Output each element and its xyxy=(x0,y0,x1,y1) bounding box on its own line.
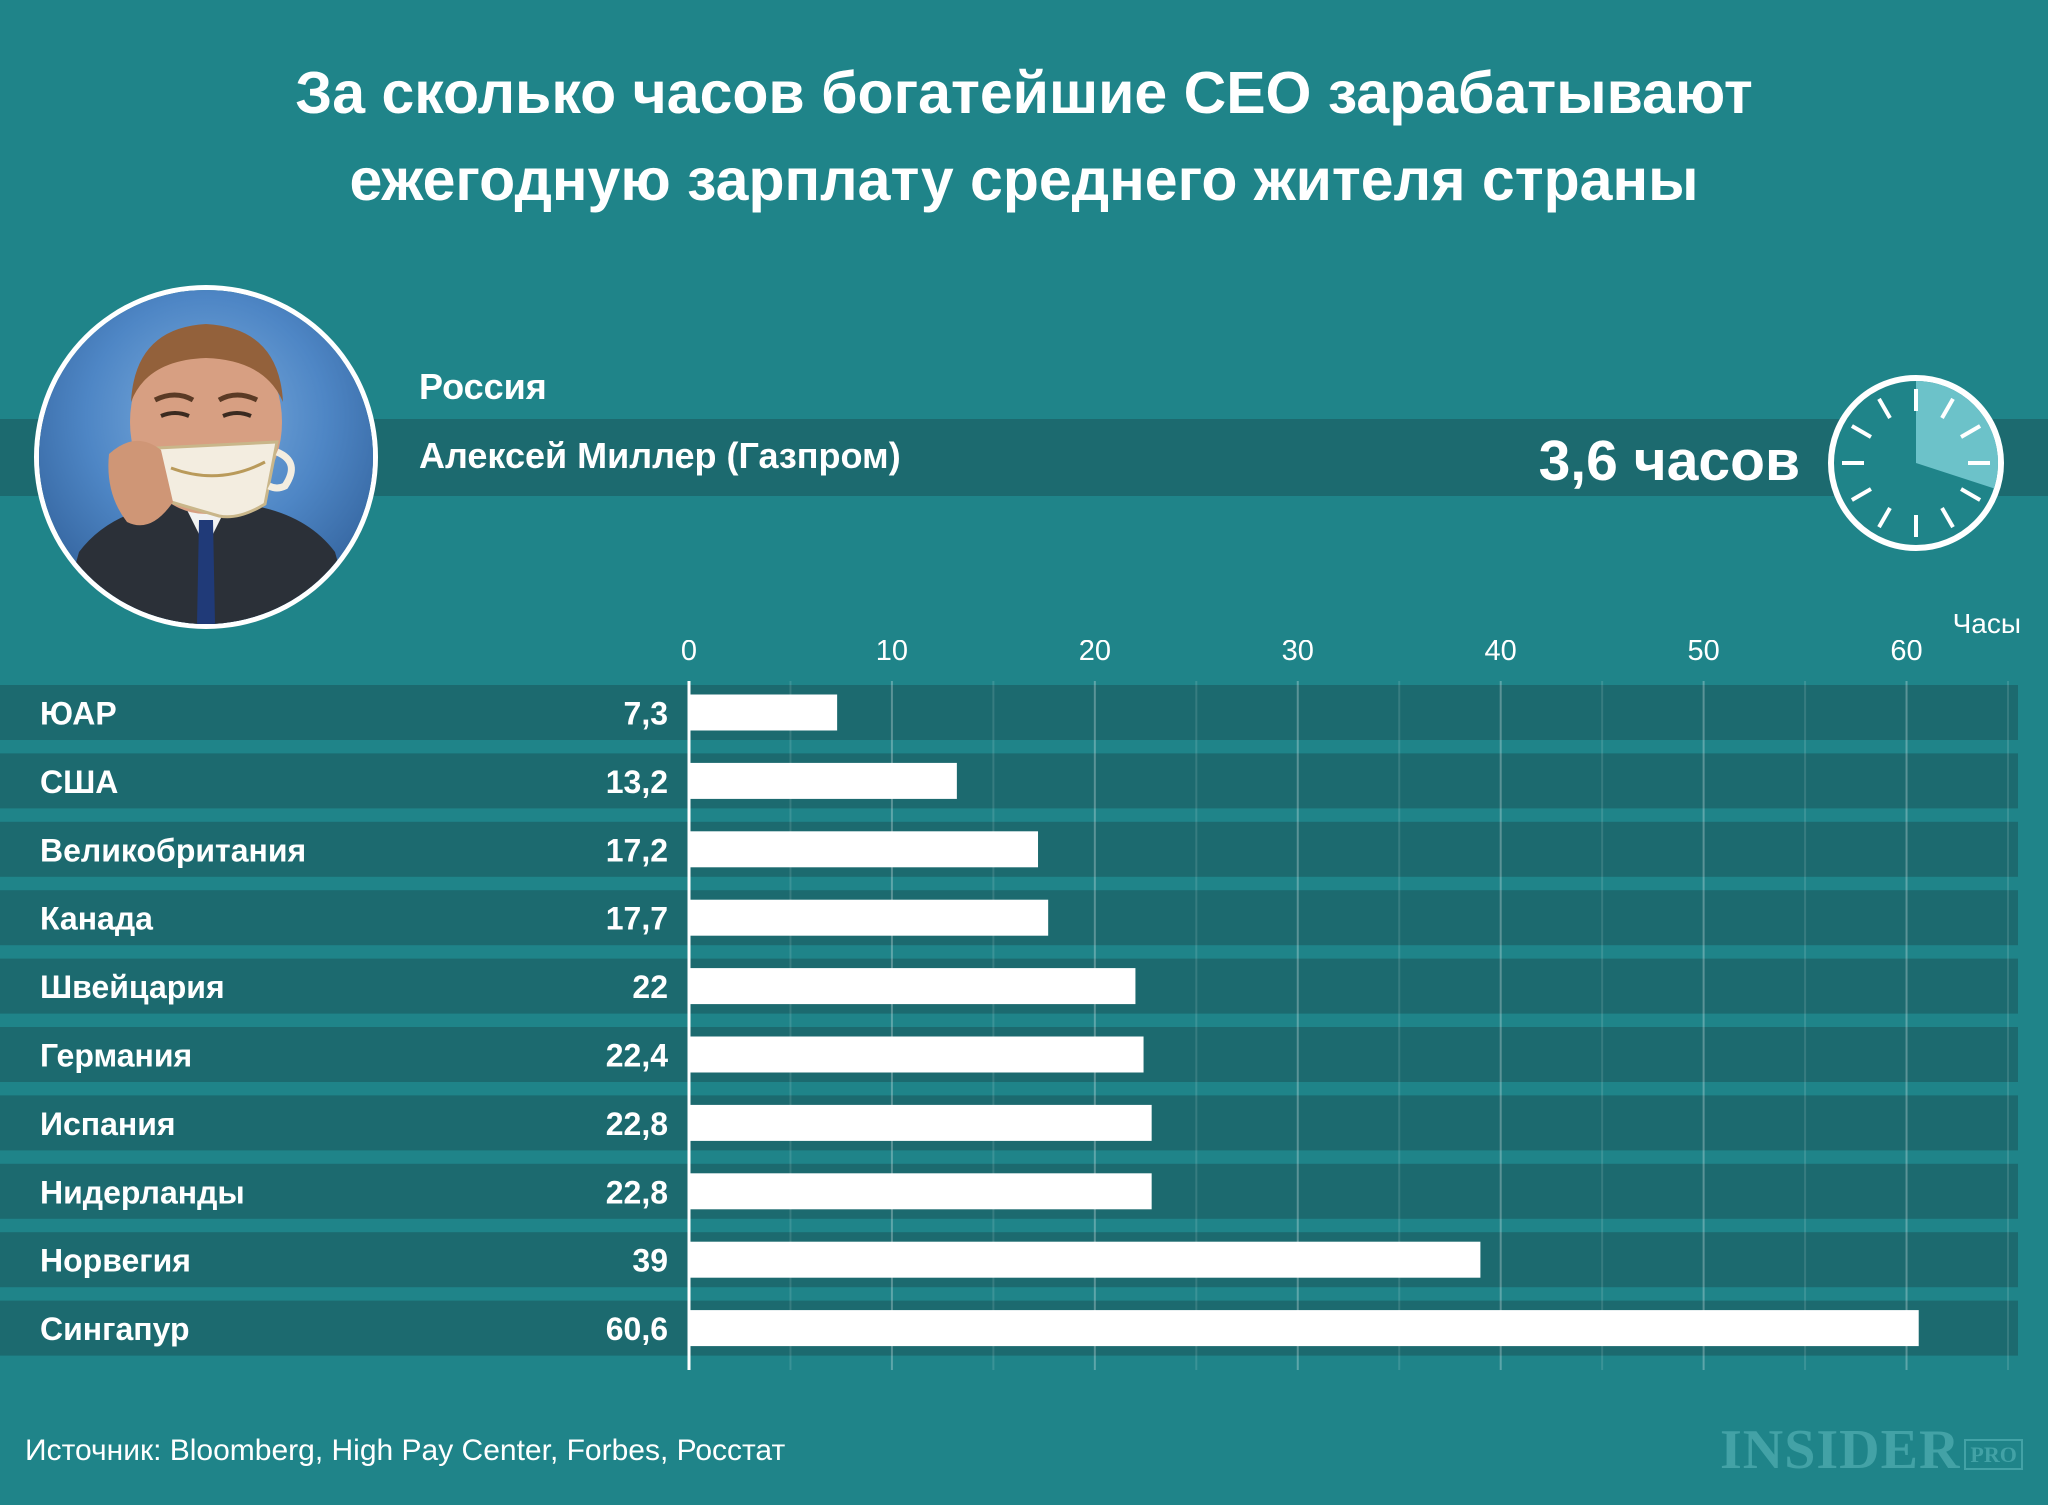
highlight-ceo: Алексей Миллер (Газпром) xyxy=(419,435,901,476)
x-tick-label: 20 xyxy=(1079,640,1111,667)
category-label: Нидерланды xyxy=(40,1174,245,1210)
highlight-value: 3,6 часов xyxy=(1538,429,1800,493)
clock-tick xyxy=(1940,507,1955,529)
category-label: Испания xyxy=(40,1106,176,1142)
row-band xyxy=(0,753,2018,809)
ceo-portrait-illustration xyxy=(59,324,355,624)
category-label: Германия xyxy=(40,1038,192,1074)
value-label: 13,2 xyxy=(606,764,668,800)
insider-pro-logo: INSIDER PRO xyxy=(1720,1418,2023,1482)
value-label: 39 xyxy=(632,1243,668,1279)
row-band xyxy=(0,685,2018,740)
clock-hour-ticks xyxy=(1842,389,1990,537)
row-labels: ЮАР 7,3 США 13,2 Великобритания 17,2 Канада 17,… xyxy=(40,696,668,1348)
value-label: 22,8 xyxy=(606,1106,668,1142)
logo-wordmark: INSIDER xyxy=(1720,1419,1961,1481)
clock-tick xyxy=(1877,507,1892,529)
clock-tick xyxy=(1960,487,1982,502)
clock-tick xyxy=(1940,397,1955,419)
x-tick-label: 30 xyxy=(1282,640,1314,667)
value-label: 22,8 xyxy=(606,1174,668,1210)
bar xyxy=(689,694,838,731)
x-tick-label: 40 xyxy=(1485,640,1517,667)
value-label: 22,4 xyxy=(606,1038,668,1074)
category-label: Канада xyxy=(40,901,153,937)
category-label: Сингапур xyxy=(40,1311,189,1347)
category-label: Норвегия xyxy=(40,1243,191,1279)
x-tick-labels: 0 10 20 30 40 50 60 xyxy=(681,640,1923,667)
clock-icon xyxy=(1828,375,2004,551)
value-label: 60,6 xyxy=(606,1311,668,1347)
source-note: Источник: Bloomberg, High Pay Center, Fo… xyxy=(25,1434,786,1467)
title-line-2: ежегодную зарплату среднего жителя стран… xyxy=(349,147,1699,213)
value-label: 7,3 xyxy=(624,696,668,732)
logo-pro-badge: PRO xyxy=(1964,1439,2023,1471)
title-line-1: За сколько часов богатейшие CEO зарабаты… xyxy=(295,60,1753,126)
bar xyxy=(689,1310,1919,1347)
bar xyxy=(689,968,1136,1005)
bar xyxy=(689,831,1039,868)
x-tick-label: 0 xyxy=(681,640,697,667)
category-label: Великобритания xyxy=(40,832,306,868)
x-tick-label: 60 xyxy=(1890,640,1922,667)
chart-title: За сколько часов богатейшие CEO зарабаты… xyxy=(0,50,2048,224)
clock-tick xyxy=(1960,424,1982,439)
bar xyxy=(689,1241,1481,1278)
x-axis-unit-label: Часы xyxy=(1952,608,2021,639)
bar-chart: 0 10 20 30 40 50 60 ЮАР 7,3 США 13,2 Великобритани… xyxy=(0,640,2018,1370)
category-label: США xyxy=(40,764,118,800)
value-label: 17,2 xyxy=(606,832,668,868)
highlight-country: Россия xyxy=(419,366,547,407)
bar xyxy=(689,1104,1152,1141)
bar xyxy=(689,762,957,799)
bar xyxy=(689,899,1049,936)
x-tick-label: 10 xyxy=(876,640,908,667)
value-label: 17,7 xyxy=(606,901,668,937)
value-label: 22 xyxy=(632,969,668,1005)
clock-tick xyxy=(1850,487,1872,502)
bar xyxy=(689,1173,1152,1210)
category-label: ЮАР xyxy=(40,696,117,732)
x-tick-label: 50 xyxy=(1687,640,1719,667)
category-label: Швейцария xyxy=(40,969,225,1005)
bars xyxy=(689,694,1919,1347)
ceo-photo xyxy=(39,290,373,624)
clock-tick xyxy=(1850,424,1872,439)
clock-tick xyxy=(1877,397,1892,419)
bar xyxy=(689,1036,1144,1073)
